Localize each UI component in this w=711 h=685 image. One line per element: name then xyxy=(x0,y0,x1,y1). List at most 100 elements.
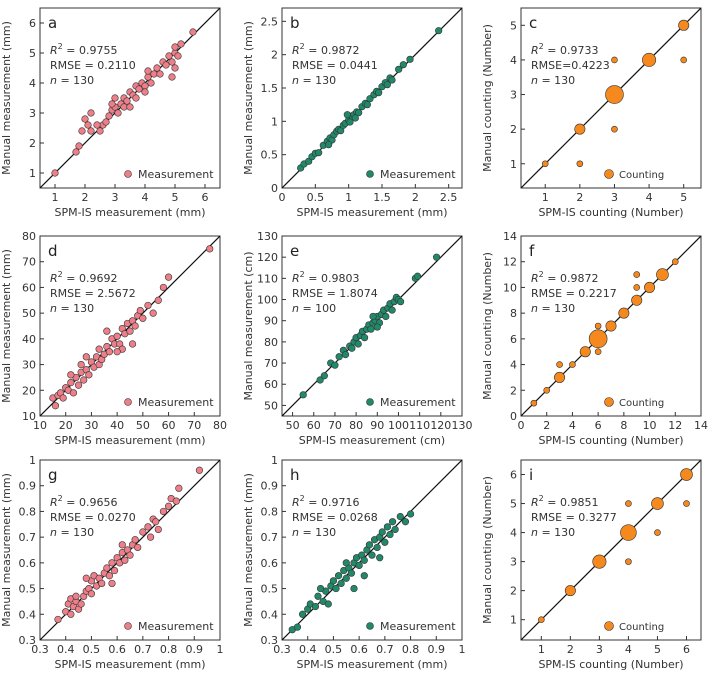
x-axis-label: SPM-IS counting (Number) xyxy=(538,658,683,671)
data-point xyxy=(388,306,396,314)
data-point xyxy=(81,115,89,123)
y-tick-label: 50 xyxy=(22,307,36,320)
legend-label: Measurement xyxy=(138,168,214,181)
data-point xyxy=(373,323,381,331)
y-tick-label: 1 xyxy=(510,158,517,171)
x-tick-label: 10 xyxy=(33,419,47,432)
data-point xyxy=(399,61,407,69)
plot-frame xyxy=(281,235,463,417)
y-axis-label: Manual measurement (mm) xyxy=(0,473,13,627)
data-point xyxy=(164,502,173,510)
data-point xyxy=(335,353,343,361)
plot-frame xyxy=(520,235,702,417)
data-point xyxy=(325,141,333,149)
y-tick-label: 3 xyxy=(510,556,517,569)
panel-label: g xyxy=(48,466,58,484)
panel-c: 1 2 3 4 5 1 2 3 4 5 SPM-IS counting (Number) Manual… xyxy=(481,7,702,219)
data-point xyxy=(69,389,78,397)
data-point xyxy=(108,559,116,567)
data-point xyxy=(554,371,566,383)
x-tick-label: 0.6 xyxy=(350,643,368,656)
y-tick-label: 70 xyxy=(264,357,278,370)
data-point xyxy=(360,334,369,342)
y-tick-label: 120 xyxy=(257,251,278,264)
y-tick-label: 0.4 xyxy=(261,608,279,621)
y-tick-label: 0.3 xyxy=(261,634,279,647)
r-symbol: R xyxy=(292,44,300,57)
x-tick-label: 1 xyxy=(459,643,466,656)
panel-e: 50 60 70 80 90 100 110 120 130506070809010011012… xyxy=(242,230,473,447)
data-point xyxy=(618,307,630,319)
data-point xyxy=(383,81,391,89)
stat-rmse: RMSE = 0.0270 xyxy=(50,511,136,524)
data-point xyxy=(556,361,563,368)
x-tick-label: 0.5 xyxy=(307,191,325,204)
x-axis-label: SPM-IS measurement (mm) xyxy=(54,434,205,447)
stat-rmse: RMSE = 1.8074 xyxy=(292,287,378,300)
x-axis-label: SPM-IS counting (Number) xyxy=(538,206,683,219)
r2-value: = 0.9733 xyxy=(544,44,599,57)
y-tick-label: 0 xyxy=(510,410,517,423)
n-symbol: n xyxy=(50,74,60,87)
y-tick-label: 20 xyxy=(22,384,36,397)
panel-label: f xyxy=(529,242,535,260)
y-tick-label: 6 xyxy=(510,469,517,482)
stat-r2: R2 = 0.9692 xyxy=(50,270,117,285)
data-point xyxy=(594,348,602,356)
x-tick-label: 6 xyxy=(595,419,602,432)
data-point xyxy=(175,484,183,492)
y-axis-label: Manual measurement (mm) xyxy=(242,473,255,627)
x-tick-label: 2.5 xyxy=(440,191,458,204)
x-tick-label: 80 xyxy=(213,419,227,432)
data-point xyxy=(153,64,161,72)
y-tick-label: 0 xyxy=(271,182,278,195)
data-point xyxy=(642,52,657,67)
data-point xyxy=(530,399,538,407)
data-point xyxy=(644,281,656,293)
data-point xyxy=(347,569,356,577)
data-point xyxy=(406,55,414,63)
x-tick-label: 6 xyxy=(683,643,690,656)
data-point xyxy=(162,61,170,69)
x-tick-label: 4 xyxy=(646,191,653,204)
r2-value: = 0.9716 xyxy=(305,496,360,509)
panel-label: h xyxy=(290,466,300,484)
y-tick-label: 2 xyxy=(510,123,517,136)
data-point xyxy=(376,554,384,562)
y-tick-label: 6 xyxy=(29,17,36,30)
plot-frame xyxy=(520,7,702,189)
x-tick-label: 2 xyxy=(412,191,419,204)
data-point xyxy=(136,306,144,315)
x-tick-label: 1 xyxy=(52,191,59,204)
data-point xyxy=(131,536,139,544)
data-point xyxy=(373,543,381,552)
data-point xyxy=(141,88,149,96)
data-point xyxy=(141,82,149,90)
data-point xyxy=(355,109,363,117)
x-tick-label: 60 xyxy=(307,419,321,432)
stat-r2: R2 = 0.9803 xyxy=(292,270,359,285)
x-tick-label: 0.3 xyxy=(273,643,291,656)
r2-value: = 0.9803 xyxy=(305,272,360,285)
stat-r2: R2 = 0.9872 xyxy=(531,270,598,285)
data-point xyxy=(95,345,103,353)
x-tick-label: 110 xyxy=(409,419,430,432)
data-point xyxy=(543,386,551,394)
plot-frame xyxy=(281,459,463,641)
stat-r2: R2 = 0.9733 xyxy=(531,42,598,57)
y-tick-label: 70 xyxy=(22,256,36,269)
x-tick-label: 70 xyxy=(187,419,201,432)
y-tick-label: 8 xyxy=(510,307,517,320)
data-point xyxy=(154,296,162,304)
y-tick-label: 4 xyxy=(29,77,36,90)
squared: 2 xyxy=(58,270,63,279)
r2-value: = 0.9872 xyxy=(305,44,360,57)
data-point xyxy=(631,294,643,306)
panel-f: 0 2 4 6 8 10 12 14 0 2 4 6 8 10 12 14 SPM-IS counting (N… xyxy=(481,230,708,447)
data-point xyxy=(154,525,162,534)
data-point xyxy=(74,381,83,389)
data-point xyxy=(108,100,116,108)
x-tick-label: 100 xyxy=(388,419,409,432)
x-axis-label: SPM-IS measurement (mm) xyxy=(296,658,447,671)
stat-rmse: RMSE = 0.2110 xyxy=(50,59,136,72)
